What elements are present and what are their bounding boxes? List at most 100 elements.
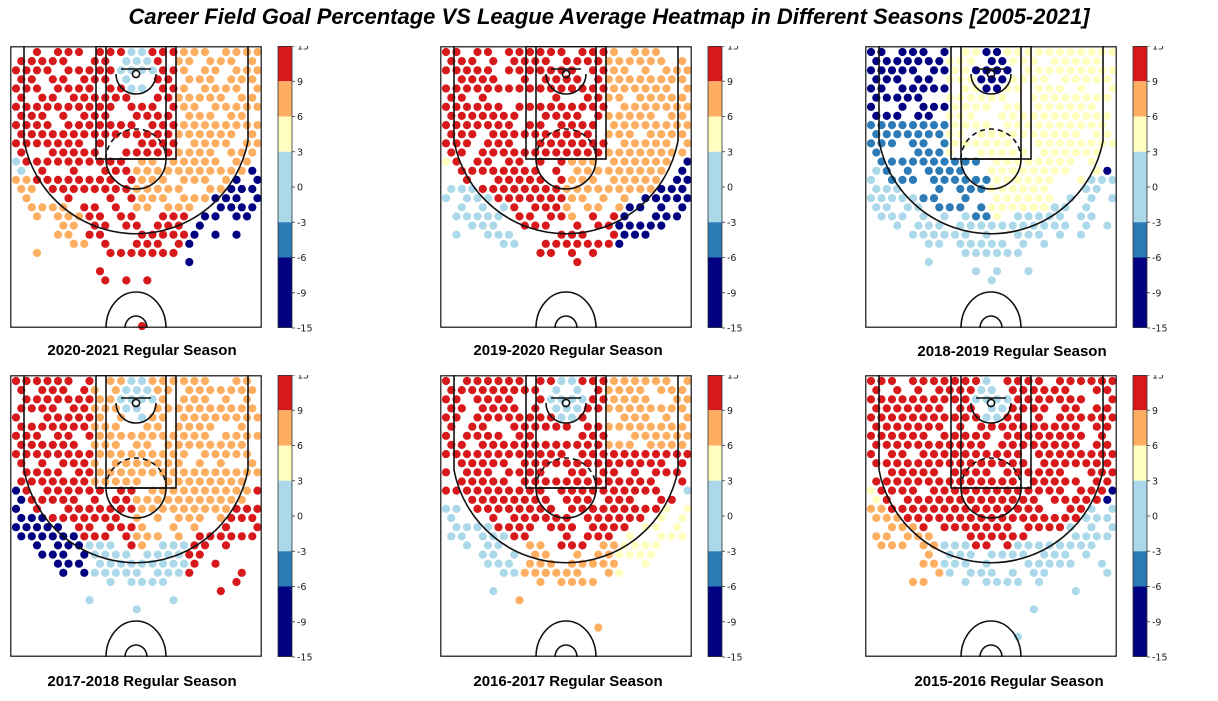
hex-cell [200, 121, 210, 130]
hex-cell [195, 221, 204, 230]
hex-cell [185, 404, 194, 413]
hex-cell [552, 386, 561, 395]
hex-cell [221, 175, 231, 184]
hex-cell [903, 404, 912, 413]
hex-cell [515, 84, 524, 93]
hex-cell [950, 66, 960, 75]
hex-cell [1024, 559, 1033, 568]
hex-cell [515, 175, 524, 184]
hex-cell [127, 102, 136, 111]
hex-cell [641, 450, 650, 459]
hex-cell [541, 477, 550, 486]
hex-cell [85, 102, 94, 111]
hex-cell [504, 230, 514, 239]
hex-cell [866, 395, 876, 404]
hex-cell [609, 66, 619, 75]
colorbar-tick-label: -3 [297, 547, 306, 558]
heatmap-panel-2017-2018: 15 9 6 3 0 -3 -6 -9 -15 [10, 375, 410, 695]
hex-cell [1097, 121, 1107, 130]
hex-cell [489, 130, 498, 139]
hex-cell [185, 477, 194, 486]
hex-cell [966, 459, 975, 468]
hex-cell [441, 376, 451, 386]
hex-cell [546, 139, 556, 148]
hex-cell [1024, 267, 1033, 276]
hex-cell [977, 203, 986, 212]
hex-cell [101, 239, 110, 248]
three-point-arc [878, 469, 1104, 564]
hex-cell [232, 468, 241, 477]
hex-cell [683, 395, 692, 404]
hex-cell [447, 148, 456, 157]
hex-cell [227, 111, 236, 120]
hex-cell [615, 239, 624, 248]
hex-cell [11, 66, 21, 75]
hex-cell [982, 504, 991, 513]
hex-cell [541, 130, 550, 139]
hex-cell [206, 57, 215, 66]
hex-cell [494, 413, 503, 422]
hex-cell [185, 75, 194, 84]
hex-cell [1045, 66, 1054, 75]
hex-cell [132, 130, 141, 139]
hex-cell [998, 148, 1007, 157]
hex-cell [1055, 559, 1065, 568]
hex-cell [908, 577, 918, 587]
hex-cell [615, 404, 624, 413]
hex-cell [216, 513, 225, 523]
hex-cell [536, 559, 545, 568]
hex-cell [583, 422, 592, 431]
colorbar-band [278, 116, 292, 152]
hex-cell [32, 66, 42, 75]
hex-cell [887, 212, 897, 221]
hex-cell [1008, 440, 1017, 449]
hex-cell [882, 166, 891, 175]
hex-cell [90, 495, 99, 504]
hex-cell [504, 121, 514, 130]
hex-cell [1092, 440, 1101, 449]
hex-cell [211, 66, 220, 75]
hex-cell [64, 66, 73, 75]
hex-cell [22, 523, 31, 532]
hex-cell [520, 57, 529, 66]
hex-cell [185, 550, 194, 559]
hex-cell [1050, 495, 1059, 504]
hex-cell [185, 148, 194, 157]
hex-cell [59, 57, 68, 66]
hex-cell [1003, 66, 1012, 75]
hex-cell [588, 450, 598, 459]
hex-cell [625, 75, 634, 84]
hex-cell [1019, 532, 1028, 541]
hex-cell [17, 477, 26, 486]
hex-cell [489, 148, 498, 157]
hex-cell [630, 157, 640, 166]
hex-cell [887, 413, 897, 422]
hex-cell [651, 102, 661, 111]
colorbar-band [278, 81, 292, 117]
hex-cell [557, 47, 566, 57]
hex-cell [940, 47, 949, 57]
paint-inner [535, 46, 597, 160]
colorbar-tick-label: 0 [727, 512, 733, 523]
hex-cell [457, 75, 466, 84]
hex-cell [1003, 395, 1012, 404]
colorbar-tick-label: 6 [727, 112, 733, 123]
hex-cell [211, 157, 220, 166]
hex-cell [179, 230, 189, 239]
hex-cell [1071, 422, 1080, 431]
hex-cell [122, 221, 131, 230]
hex-cell [630, 175, 640, 184]
hex-cell [148, 121, 157, 130]
hex-cell [562, 111, 571, 120]
hex-cell [242, 504, 252, 513]
hex-cell [95, 139, 105, 148]
hex-cell [90, 404, 99, 413]
hex-cell [609, 84, 619, 93]
hex-cell [982, 139, 991, 148]
hex-cell [525, 559, 535, 568]
hex-cell [1061, 93, 1070, 102]
hex-cell [625, 148, 634, 157]
hex-cell [630, 121, 640, 130]
colorbar-band [708, 46, 722, 82]
hex-cell [489, 57, 498, 66]
